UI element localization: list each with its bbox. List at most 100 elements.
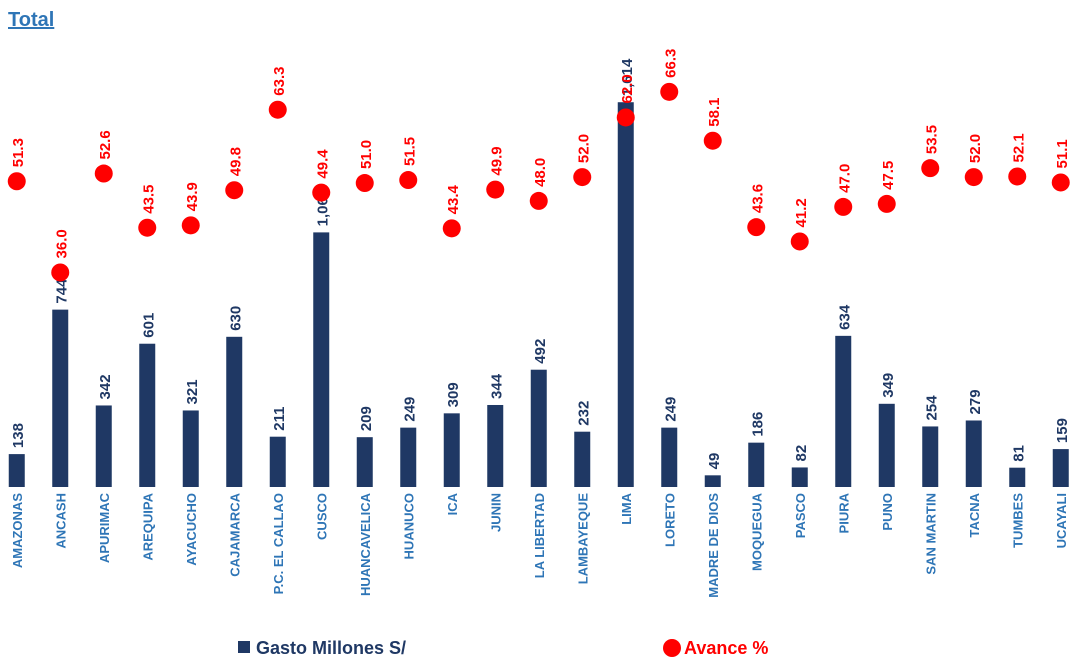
x-tick-label: AREQUIPA (140, 492, 155, 560)
dot (834, 197, 853, 216)
dot (312, 183, 331, 202)
bar (661, 427, 678, 487)
bar (748, 442, 765, 487)
data-label: 58.1 (706, 98, 723, 127)
dot (51, 263, 70, 282)
dot (225, 181, 244, 200)
x-tick-label: JUNIN (488, 493, 503, 532)
data-label: 159 (1054, 418, 1071, 443)
bar (878, 403, 895, 487)
data-label: 309 (445, 382, 462, 407)
data-label: 49.4 (314, 149, 331, 179)
dot (442, 219, 461, 238)
dot (181, 216, 200, 235)
data-label: 249 (662, 397, 679, 422)
data-label: 36.0 (53, 229, 70, 258)
dot (703, 131, 722, 150)
dot (1051, 173, 1070, 192)
data-label: 186 (749, 412, 766, 437)
dot (7, 172, 26, 191)
data-label: 344 (488, 373, 505, 399)
data-label: 138 (10, 423, 27, 448)
data-label: 232 (575, 401, 592, 426)
dot (94, 164, 113, 183)
x-tick-label: LIMA (619, 492, 634, 524)
bar (965, 420, 982, 487)
x-tick-label: MOQUEGUA (749, 492, 764, 571)
dot (268, 100, 287, 119)
x-tick-label: AMAZONAS (10, 493, 25, 568)
x-tick-label: CAJAMARCA (227, 492, 242, 576)
dot (486, 180, 505, 199)
data-label: 62.0 (619, 74, 636, 103)
bar (487, 404, 504, 487)
data-label: 249 (401, 397, 418, 422)
data-label: 51.0 (358, 140, 375, 169)
bar (226, 336, 243, 487)
x-tick-label: PASCO (793, 493, 808, 538)
data-label: 51.5 (401, 137, 418, 166)
bar (52, 309, 69, 487)
data-label: 53.5 (923, 125, 940, 154)
dot (964, 168, 983, 187)
x-tick-label: HUANUCO (401, 493, 416, 559)
data-label: 49.8 (227, 147, 244, 176)
data-label: 52.1 (1010, 133, 1027, 162)
dot (529, 191, 548, 210)
data-label: 66.3 (662, 49, 679, 78)
x-tick-label: UCAYALI (1054, 493, 1069, 548)
data-label: 279 (967, 389, 984, 414)
dot (660, 82, 679, 101)
bar (530, 369, 547, 487)
bar (1052, 449, 1069, 487)
legend-label: Gasto Millones S/ (256, 638, 406, 658)
dot (747, 218, 766, 237)
data-label: 52.6 (97, 130, 114, 159)
x-tick-label: HUANCAVELICA (358, 492, 373, 596)
x-tick-label: ICA (445, 492, 460, 515)
dot (1008, 167, 1027, 186)
data-label: 43.9 (184, 182, 201, 211)
x-tick-label: AYACUCHO (184, 493, 199, 566)
dot (616, 108, 635, 127)
x-tick-label: APURIMAC (97, 492, 112, 563)
x-tick-label: MADRE DE DIOS (706, 493, 721, 598)
x-tick-label: SAN MARTIN (923, 493, 938, 575)
data-label: 211 (271, 406, 288, 430)
x-tick-label: TACNA (967, 492, 982, 537)
legend-swatch (238, 641, 250, 653)
data-label: 1,614 (619, 58, 636, 96)
data-label: 49.9 (488, 146, 505, 175)
data-label: 43.5 (140, 185, 157, 214)
x-tick-label: TUMBES (1010, 493, 1025, 548)
chart-title: Total (8, 9, 54, 31)
data-label: 52.0 (575, 134, 592, 163)
bar (922, 426, 939, 487)
data-label: 744 (53, 278, 70, 304)
dot (399, 171, 418, 190)
bar (400, 427, 417, 487)
data-label: 47.0 (836, 164, 853, 193)
dot (877, 194, 896, 213)
x-tick-label: CUSCO (314, 493, 329, 540)
bar (269, 436, 286, 487)
data-label: 349 (880, 373, 897, 398)
bar (791, 467, 808, 487)
bar (574, 431, 591, 487)
data-label: 41.2 (793, 198, 810, 227)
bar (443, 413, 460, 487)
x-tick-label: PIURA (836, 492, 851, 533)
bar (1009, 467, 1026, 487)
bar (835, 335, 852, 487)
bar (8, 454, 25, 487)
data-label: 492 (532, 339, 549, 364)
data-label: 342 (97, 374, 114, 399)
data-label: 601 (140, 313, 157, 338)
dot (355, 174, 374, 193)
bar (617, 102, 634, 487)
data-label: 43.6 (749, 184, 766, 213)
x-tick-label: LORETO (662, 493, 677, 547)
data-label: 47.5 (880, 161, 897, 190)
dot (138, 218, 157, 237)
